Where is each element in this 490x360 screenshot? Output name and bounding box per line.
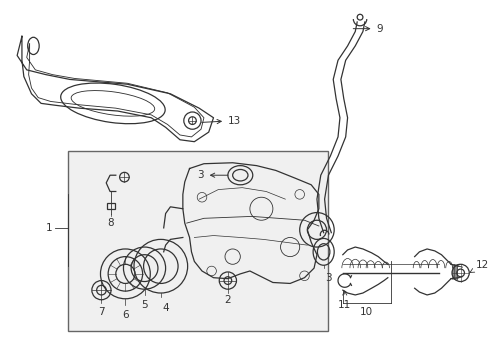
Text: 9: 9 (353, 24, 383, 34)
Text: 13: 13 (202, 116, 241, 126)
Text: 10: 10 (360, 307, 373, 318)
Text: 6: 6 (122, 310, 129, 320)
Text: 4: 4 (162, 303, 169, 312)
Text: 2: 2 (224, 295, 231, 305)
Bar (107, 203, 115, 209)
Text: 3: 3 (325, 273, 332, 283)
Text: 7: 7 (98, 307, 105, 318)
Text: 12: 12 (470, 260, 489, 273)
Text: 3: 3 (197, 170, 228, 180)
Bar (68, 151, 328, 331)
Text: 1: 1 (46, 223, 52, 233)
Text: 11: 11 (338, 291, 351, 310)
Text: 5: 5 (141, 300, 148, 310)
Text: 8: 8 (108, 218, 114, 228)
